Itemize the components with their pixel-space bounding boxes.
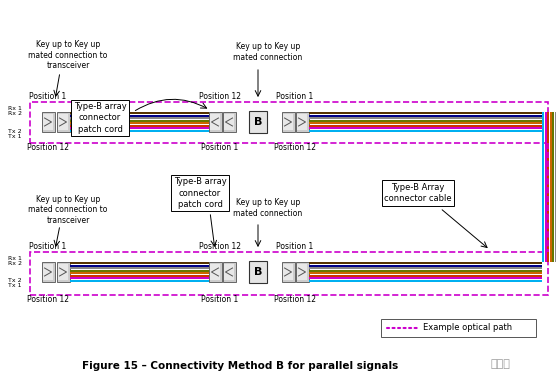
Bar <box>70 272 212 274</box>
Text: Rx 1
Rx 2: Rx 1 Rx 2 <box>8 255 22 267</box>
Bar <box>550 132 552 262</box>
Text: Position 1: Position 1 <box>276 92 314 101</box>
Bar <box>552 132 554 262</box>
Bar <box>309 115 542 117</box>
Bar <box>70 270 212 272</box>
Bar <box>542 112 544 132</box>
Bar <box>210 264 220 280</box>
Bar <box>70 119 212 122</box>
Bar <box>42 262 54 282</box>
Text: Position 12: Position 12 <box>199 242 241 251</box>
Bar <box>309 275 542 277</box>
Bar <box>70 267 212 269</box>
Bar <box>297 114 307 130</box>
Bar <box>70 117 212 119</box>
Bar <box>57 262 70 282</box>
Bar <box>70 112 212 114</box>
Text: Position 1: Position 1 <box>201 143 239 152</box>
Bar <box>224 114 234 130</box>
Bar <box>547 112 549 132</box>
Text: Position 1: Position 1 <box>29 92 67 101</box>
Bar <box>70 280 212 282</box>
Text: Tx 2
Tx 1: Tx 2 Tx 1 <box>8 129 22 139</box>
Text: Position 12: Position 12 <box>274 295 316 304</box>
Text: 亿速云: 亿速云 <box>490 359 510 369</box>
Bar <box>222 262 236 282</box>
Bar <box>283 264 293 280</box>
Bar <box>309 280 542 282</box>
Bar <box>309 130 542 132</box>
Bar <box>70 265 212 267</box>
Text: Type-B array
connector
patch cord: Type-B array connector patch cord <box>73 102 126 134</box>
Text: Example optical path: Example optical path <box>423 324 512 332</box>
Bar <box>544 112 547 132</box>
Bar <box>281 262 295 282</box>
Text: Key up to Key up
mated connection: Key up to Key up mated connection <box>234 198 302 218</box>
Bar <box>70 127 212 129</box>
Bar <box>70 115 212 117</box>
Bar <box>309 267 542 269</box>
Bar <box>309 125 542 127</box>
Bar <box>70 262 212 264</box>
Bar <box>295 262 309 282</box>
Text: Key up to Key up
mated connection to
transceiver: Key up to Key up mated connection to tra… <box>28 40 108 70</box>
Bar <box>295 112 309 132</box>
Bar <box>281 112 295 132</box>
Bar <box>70 122 212 124</box>
Text: Type-B array
connector
patch cord: Type-B array connector patch cord <box>173 177 226 209</box>
Text: Position 1: Position 1 <box>201 295 239 304</box>
Bar <box>309 117 542 119</box>
Bar <box>249 111 267 133</box>
Text: Position 12: Position 12 <box>27 295 69 304</box>
Bar <box>309 277 542 280</box>
Text: Position 12: Position 12 <box>199 92 241 101</box>
Bar <box>58 264 68 280</box>
Bar <box>70 275 212 277</box>
Bar <box>309 122 542 124</box>
Bar <box>309 272 542 274</box>
Bar <box>309 112 542 114</box>
Bar <box>224 264 234 280</box>
Bar <box>283 114 293 130</box>
Bar <box>555 112 556 132</box>
Bar <box>222 112 236 132</box>
Bar <box>58 114 68 130</box>
Bar <box>381 319 536 337</box>
Text: Key up to Key up
mated connection to
transceiver: Key up to Key up mated connection to tra… <box>28 195 108 225</box>
Bar <box>297 264 307 280</box>
Bar <box>552 112 554 132</box>
Bar <box>57 112 70 132</box>
Bar <box>70 125 212 127</box>
Text: Position 1: Position 1 <box>276 242 314 251</box>
Bar <box>70 277 212 280</box>
Bar <box>550 112 552 132</box>
Text: B: B <box>254 267 262 277</box>
Text: Key up to Key up
mated connection: Key up to Key up mated connection <box>234 42 302 62</box>
Bar <box>208 112 221 132</box>
Bar <box>544 132 547 262</box>
Bar <box>547 132 549 262</box>
Bar <box>208 262 221 282</box>
Bar <box>309 265 542 267</box>
Text: Type-B Array
connector cable: Type-B Array connector cable <box>384 183 452 203</box>
Bar <box>43 264 53 280</box>
Bar <box>309 119 542 122</box>
Bar <box>249 261 267 283</box>
Bar <box>555 132 556 262</box>
Bar <box>309 262 542 264</box>
Bar <box>210 114 220 130</box>
Text: Position 12: Position 12 <box>274 143 316 152</box>
Text: B: B <box>254 117 262 127</box>
Text: Figure 15 – Connectivity Method B for parallel signals: Figure 15 – Connectivity Method B for pa… <box>82 361 398 371</box>
Bar <box>309 127 542 129</box>
Bar <box>43 114 53 130</box>
Bar <box>42 112 54 132</box>
Text: Tx 2
Tx 1: Tx 2 Tx 1 <box>8 278 22 288</box>
Bar <box>542 132 544 262</box>
Bar <box>70 130 212 132</box>
Bar <box>309 270 542 272</box>
Text: Rx 1
Rx 2: Rx 1 Rx 2 <box>8 106 22 116</box>
Text: Position 12: Position 12 <box>27 143 69 152</box>
Text: Position 1: Position 1 <box>29 242 67 251</box>
